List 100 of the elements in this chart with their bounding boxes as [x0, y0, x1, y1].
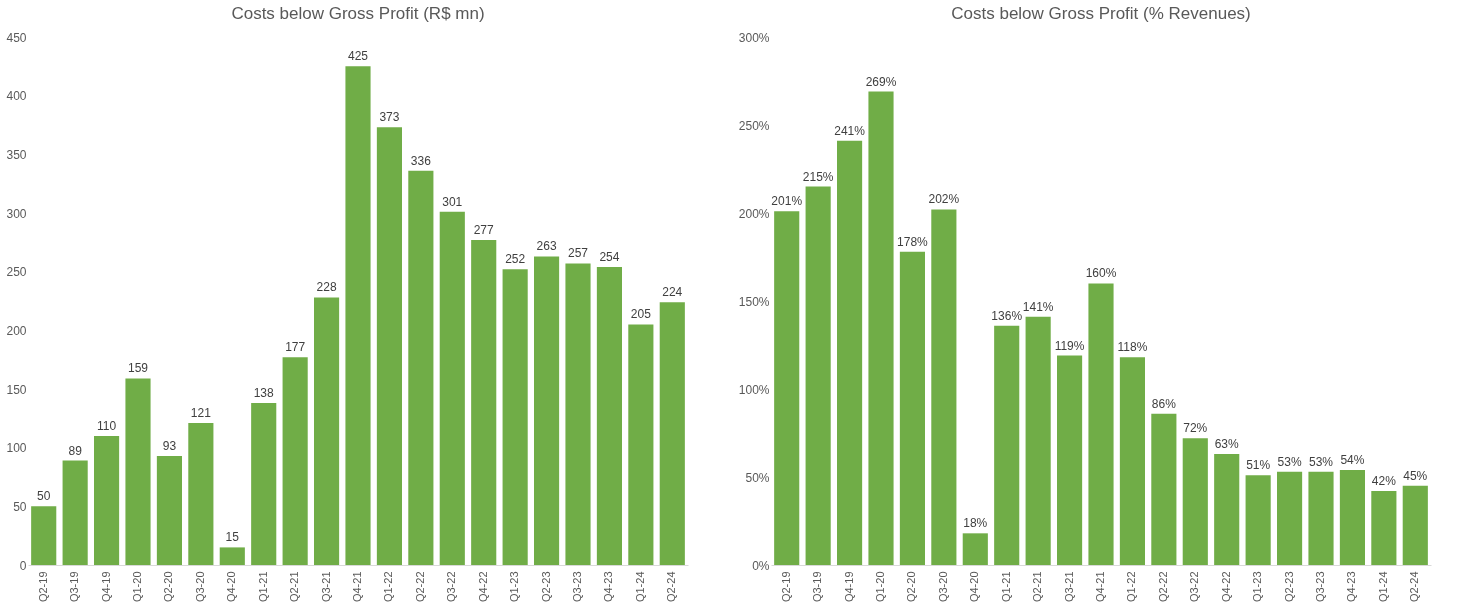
- y-tick-label: 150%: [738, 294, 770, 309]
- data-label: 50: [37, 489, 51, 504]
- x-tick-label: Q2-20: [905, 571, 918, 603]
- y-tick-label: 0: [19, 558, 27, 573]
- data-label: 178%: [897, 234, 929, 249]
- bar: [1151, 413, 1177, 565]
- x-tick-label: Q1-20: [131, 571, 143, 603]
- bar: [659, 302, 685, 565]
- data-label: 136%: [991, 308, 1023, 323]
- x-tick-label: Q3-20: [193, 571, 206, 603]
- x-tick-label: Q2-20: [162, 571, 175, 603]
- y-tick-label: 200%: [738, 206, 770, 221]
- bar: [994, 325, 1020, 565]
- y-tick-label: 250%: [738, 118, 770, 133]
- data-label: 42%: [1371, 474, 1397, 489]
- data-label: 277: [473, 222, 495, 237]
- x-tick-label: Q4-21: [1094, 571, 1106, 603]
- bar: [774, 211, 800, 565]
- data-label: 45%: [1403, 468, 1428, 483]
- data-label: 159: [127, 361, 149, 376]
- data-label: 53%: [1277, 454, 1302, 469]
- bar: [534, 256, 560, 565]
- bar: [188, 423, 214, 565]
- x-tick-label: Q2-24: [1408, 571, 1421, 603]
- bar: [962, 533, 988, 565]
- x-tick-label: Q1-21: [256, 571, 269, 603]
- x-tick-label: Q3-20: [936, 571, 949, 603]
- x-tick-label: Q1-22: [382, 571, 395, 603]
- x-tick-label: Q4-22: [1219, 571, 1232, 603]
- data-label: 205: [630, 307, 652, 322]
- x-tick-label: Q4-23: [1345, 571, 1358, 603]
- bar: [1088, 283, 1114, 565]
- bar: [1057, 355, 1083, 565]
- y-tick-label: 150: [6, 382, 27, 397]
- x-tick-label: Q4-22: [476, 571, 489, 603]
- data-label: 301: [442, 194, 463, 209]
- data-label: 252: [505, 252, 526, 267]
- x-tick-label: Q4-23: [602, 571, 615, 603]
- bar: [62, 460, 88, 565]
- bar: [251, 403, 277, 565]
- x-tick-label: Q3-21: [319, 571, 332, 603]
- data-label: 138: [253, 386, 275, 401]
- bar: [1025, 316, 1051, 565]
- bar: [837, 140, 863, 565]
- x-tick-label: Q3-19: [68, 571, 81, 603]
- data-label: 160%: [1085, 266, 1117, 281]
- data-label: 257: [567, 246, 589, 261]
- bar: [94, 435, 120, 565]
- bar: [1308, 471, 1334, 565]
- data-label: 53%: [1308, 454, 1334, 469]
- data-label: 202%: [928, 192, 960, 207]
- x-tick-label: Q1-24: [633, 571, 646, 603]
- data-label: 63%: [1214, 437, 1240, 452]
- x-tick-label: Q2-23: [1282, 571, 1295, 603]
- y-tick-label: 50%: [745, 470, 770, 485]
- x-tick-label: Q2-24: [665, 571, 678, 603]
- chart-title: Costs below Gross Profit (% Revenues): [951, 4, 1251, 23]
- data-label: 228: [316, 280, 337, 295]
- data-label: 51%: [1246, 458, 1271, 473]
- x-tick-label: Q1-20: [874, 571, 886, 603]
- y-tick-label: 50: [13, 499, 27, 514]
- bar: [1245, 475, 1271, 565]
- bar: [282, 357, 308, 565]
- bar: [125, 378, 151, 565]
- bar: [439, 211, 465, 565]
- data-label: 18%: [963, 516, 988, 531]
- data-label: 224: [662, 285, 683, 300]
- bar: [1339, 469, 1365, 565]
- bar: [596, 266, 622, 565]
- x-tick-label: Q3-22: [445, 571, 458, 603]
- bar: [31, 506, 57, 565]
- x-tick-label: Q3-23: [1314, 571, 1326, 603]
- bar: [219, 547, 245, 565]
- x-tick-label: Q1-23: [508, 571, 521, 603]
- data-label: 254: [599, 249, 620, 264]
- x-tick-label: Q2-21: [1031, 571, 1044, 603]
- x-tick-label: Q2-21: [288, 571, 301, 603]
- y-tick-label: 0%: [752, 558, 770, 573]
- bar: [502, 269, 528, 565]
- bar: [1182, 438, 1208, 565]
- chart-title: Costs below Gross Profit (R$ mn): [231, 4, 485, 23]
- data-label: 110: [97, 418, 117, 433]
- bar: [471, 239, 497, 565]
- bar: [628, 324, 654, 565]
- data-label: 201%: [771, 194, 803, 209]
- data-label: 425: [347, 49, 369, 64]
- y-tick-label: 350: [6, 147, 27, 162]
- data-label: 89: [68, 443, 83, 458]
- bar: [899, 251, 925, 565]
- bar: [314, 297, 340, 565]
- data-label: 72%: [1183, 421, 1208, 436]
- data-label: 269%: [865, 74, 897, 89]
- data-label: 15: [225, 530, 240, 545]
- bar: [1119, 357, 1145, 565]
- bar: [805, 186, 831, 565]
- y-tick-label: 250: [6, 265, 27, 280]
- data-label: 141%: [1022, 299, 1054, 314]
- bar: [1402, 485, 1428, 565]
- data-label: 177: [285, 340, 306, 355]
- bar: [1277, 471, 1303, 565]
